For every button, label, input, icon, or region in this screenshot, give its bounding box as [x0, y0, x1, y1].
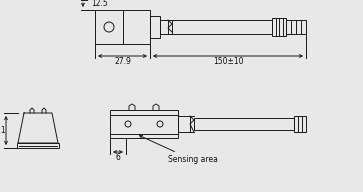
Bar	[286, 20, 306, 34]
Text: 6: 6	[115, 153, 121, 162]
Text: 11.1: 11.1	[0, 126, 6, 135]
Text: 27.9: 27.9	[114, 57, 131, 66]
Bar	[272, 18, 286, 36]
Bar	[178, 116, 190, 132]
Bar	[160, 20, 168, 34]
Bar	[17, 143, 59, 148]
Text: 150±10: 150±10	[213, 57, 243, 66]
Bar	[110, 110, 178, 138]
Text: 12.5: 12.5	[91, 0, 108, 8]
Bar	[294, 116, 306, 132]
Bar	[95, 10, 150, 44]
Bar	[194, 118, 294, 130]
Text: Sensing area: Sensing area	[139, 136, 218, 165]
Bar	[172, 20, 272, 34]
Bar	[150, 16, 160, 38]
